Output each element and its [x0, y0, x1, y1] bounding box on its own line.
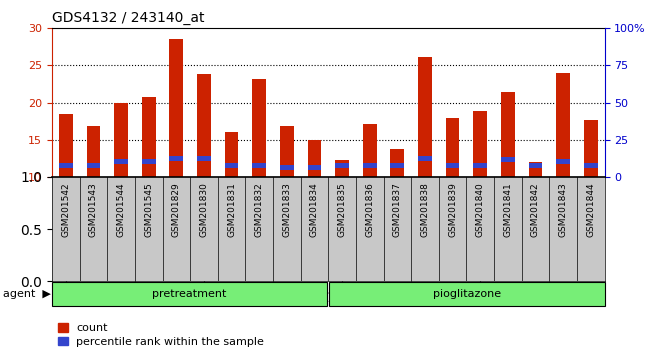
Bar [501, 157, 515, 162]
Bar [418, 57, 432, 177]
Bar [197, 156, 211, 161]
Text: GSM201543: GSM201543 [89, 182, 98, 237]
Bar [501, 92, 515, 177]
Text: GSM201842: GSM201842 [531, 182, 540, 237]
Bar [584, 120, 597, 177]
Text: GSM201833: GSM201833 [282, 182, 291, 237]
Text: GSM201841: GSM201841 [503, 182, 512, 237]
Bar [335, 160, 349, 177]
Text: GSM201840: GSM201840 [476, 182, 485, 237]
Bar [280, 126, 294, 177]
Bar [363, 163, 376, 168]
Bar [473, 111, 487, 177]
Bar [59, 114, 73, 177]
Bar [225, 163, 239, 168]
Text: GSM201830: GSM201830 [200, 182, 209, 237]
Text: pioglitazone: pioglitazone [433, 289, 501, 299]
Text: GSM201829: GSM201829 [172, 182, 181, 237]
Bar [86, 126, 100, 177]
Text: GSM201832: GSM201832 [255, 182, 264, 237]
Bar [528, 162, 542, 177]
Bar [142, 97, 155, 177]
Text: GSM201844: GSM201844 [586, 182, 595, 237]
Text: GDS4132 / 243140_at: GDS4132 / 243140_at [52, 11, 205, 25]
Bar [170, 40, 183, 177]
Bar [556, 73, 570, 177]
Text: pretreatment: pretreatment [152, 289, 227, 299]
Bar [391, 149, 404, 177]
Bar [556, 159, 570, 164]
Text: GSM201839: GSM201839 [448, 182, 457, 237]
Bar [142, 159, 155, 164]
Text: GSM201544: GSM201544 [116, 182, 125, 237]
Text: GSM201843: GSM201843 [558, 182, 567, 237]
Bar [114, 103, 128, 177]
Text: GSM201545: GSM201545 [144, 182, 153, 237]
Text: GSM201836: GSM201836 [365, 182, 374, 237]
Bar [114, 159, 128, 164]
Bar [170, 156, 183, 161]
Bar [280, 165, 294, 170]
Bar [446, 163, 460, 168]
Bar [225, 132, 239, 177]
Bar [252, 79, 266, 177]
Text: GSM201542: GSM201542 [61, 182, 70, 237]
Text: GSM201837: GSM201837 [393, 182, 402, 237]
Bar [252, 163, 266, 168]
Text: GSM201835: GSM201835 [337, 182, 346, 237]
Bar [52, 282, 327, 306]
Legend: count, percentile rank within the sample: count, percentile rank within the sample [58, 323, 265, 347]
Text: GSM201834: GSM201834 [310, 182, 319, 237]
Bar [330, 282, 604, 306]
Bar [307, 165, 321, 170]
Bar [307, 140, 321, 177]
Bar [391, 163, 404, 168]
Text: GSM201831: GSM201831 [227, 182, 236, 237]
Bar [197, 74, 211, 177]
Bar [528, 163, 542, 168]
Bar [86, 163, 100, 168]
Bar [335, 163, 349, 168]
Bar [59, 163, 73, 168]
Text: agent  ▶: agent ▶ [3, 289, 51, 299]
Bar [584, 163, 597, 168]
Bar [363, 124, 376, 177]
Text: GSM201838: GSM201838 [421, 182, 430, 237]
Bar [473, 163, 487, 168]
Bar [446, 118, 460, 177]
Bar [418, 156, 432, 161]
